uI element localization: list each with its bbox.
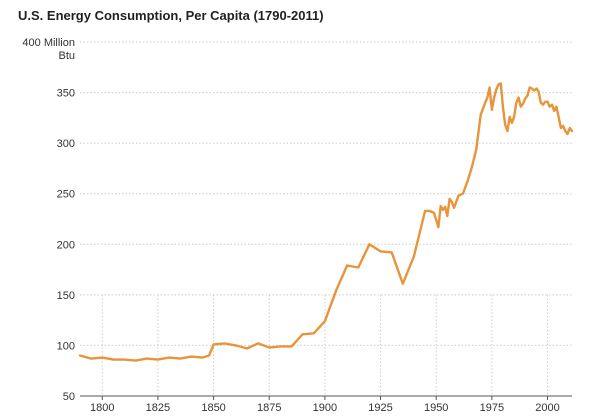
x-tick-label: 1925 <box>368 402 392 414</box>
x-tick-label: 1850 <box>201 402 225 414</box>
x-axis-labels: 1800 1825 1850 1875 1900 1925 1950 1975 2000 <box>90 396 560 414</box>
y-tick-label: 200 <box>57 239 75 251</box>
y-axis-labels: 50 100 150 200 250 300 350 <box>57 88 75 403</box>
y-tick-label: 350 <box>57 88 75 100</box>
x-tick-label: 1950 <box>424 402 448 414</box>
x-tick-label: 1975 <box>480 402 504 414</box>
x-tick-label: 1825 <box>146 402 170 414</box>
series-line <box>78 82 574 362</box>
y-tick-label: 50 <box>63 391 75 403</box>
y-unit-label-line2: Btu <box>58 50 75 62</box>
y-unit-label-line1: 400 Million <box>22 37 75 49</box>
y-tick-label: 150 <box>57 290 75 302</box>
y-tick-label: 300 <box>57 138 75 150</box>
x-tick-label: 1900 <box>313 402 337 414</box>
x-tick-label: 1875 <box>257 402 281 414</box>
gridlines <box>80 41 572 396</box>
x-tick-label: 2000 <box>535 402 559 414</box>
y-tick-label: 250 <box>57 189 75 201</box>
x-tick-label: 1800 <box>90 402 114 414</box>
chart-title: U.S. Energy Consumption, Per Capita (179… <box>18 8 324 23</box>
y-tick-label: 100 <box>57 340 75 352</box>
